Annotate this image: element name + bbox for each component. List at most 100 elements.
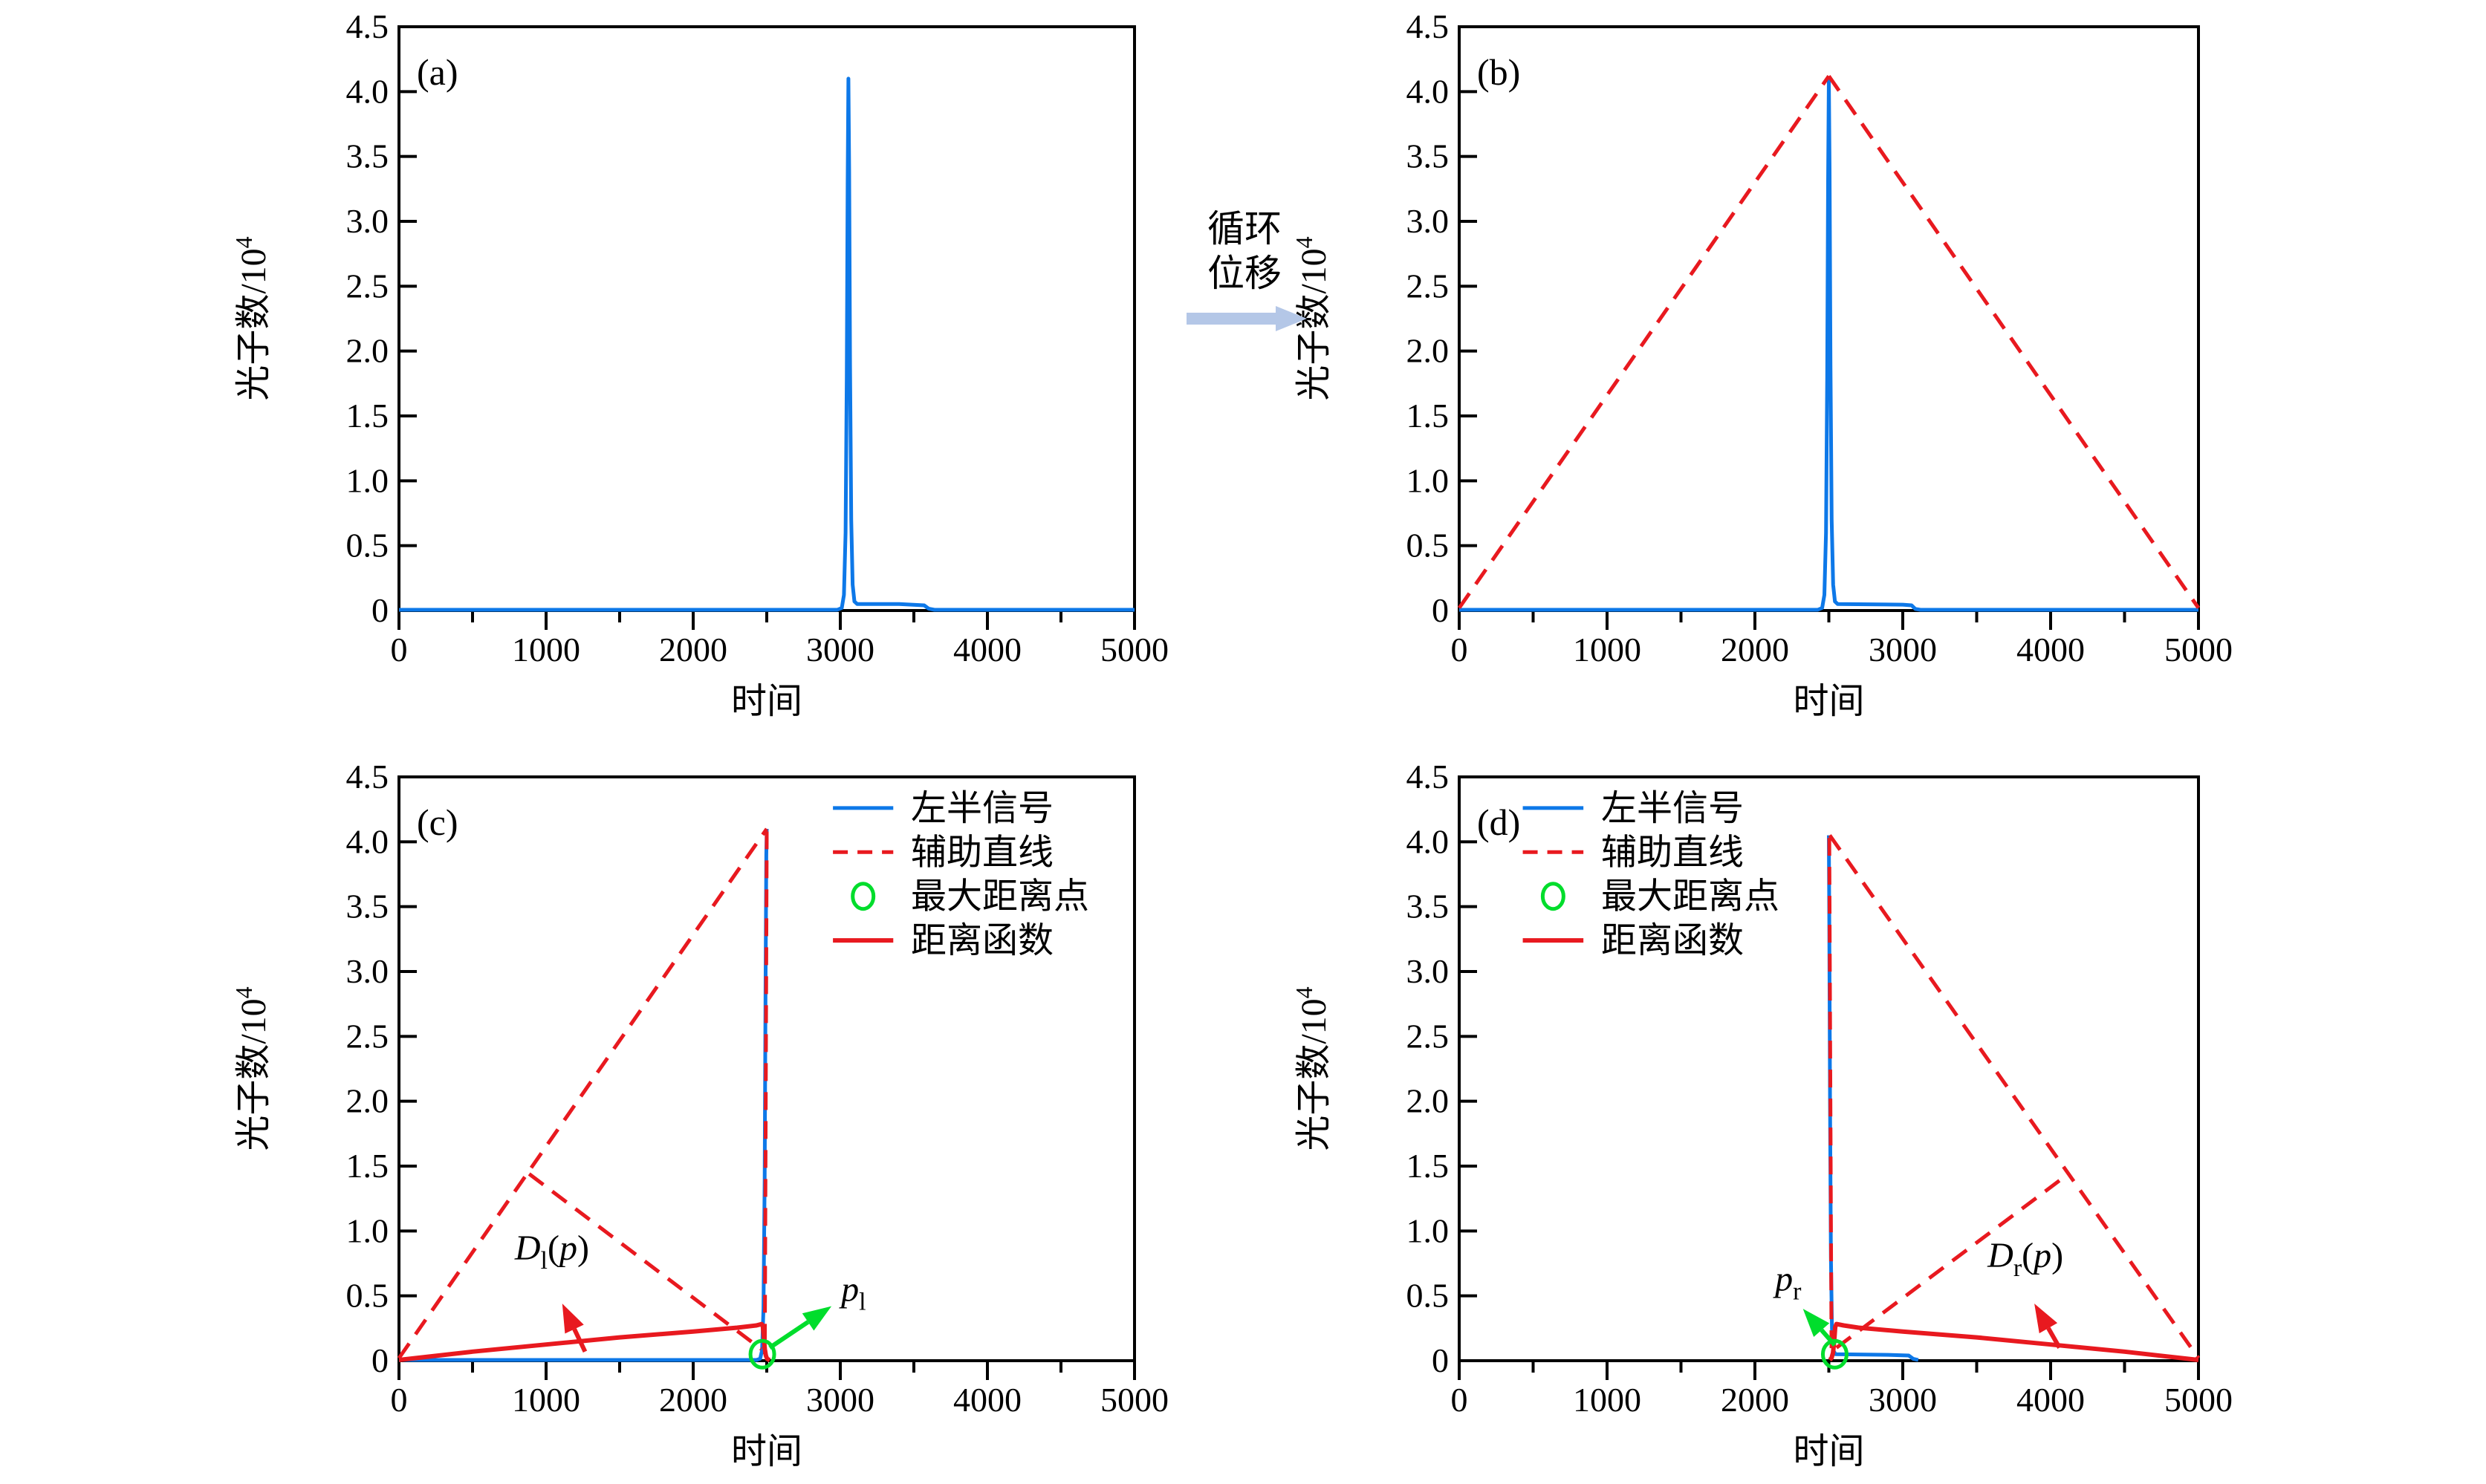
series-辅助直线 [528, 1172, 763, 1351]
series-辅助直线 [762, 831, 769, 1355]
legend-sample-green-circle-icon [1540, 882, 1565, 911]
y-tick-label: 4.0 [1406, 72, 1450, 110]
math-annotation: pr [1773, 1260, 1802, 1306]
x-tick-label: 5000 [1100, 1381, 1169, 1419]
y-tick-label: 1.5 [1406, 1147, 1450, 1185]
y-tick-label: 1.0 [1406, 1211, 1450, 1249]
y-tick-label: 0 [1432, 1341, 1449, 1379]
y-tick-label: 3.0 [346, 202, 389, 240]
red-annotation-arrow [572, 1328, 588, 1353]
y-tick-label: 2.0 [346, 332, 389, 370]
x-tick-label: 2000 [1721, 1381, 1789, 1419]
y-tick-label: 1.5 [346, 1147, 389, 1185]
series-辅助直线 [1828, 834, 2201, 1359]
legend-label: 辅助直线 [911, 833, 1054, 872]
series-信号 [399, 77, 1135, 612]
green-arrowhead-icon [802, 1306, 832, 1331]
x-tick-label: 1000 [512, 1381, 580, 1419]
right-arrow-icon [1276, 306, 1307, 331]
y-tick-label: 2.5 [346, 1017, 389, 1055]
x-tick-label: 1000 [1573, 631, 1641, 668]
y-tick-label: 1.0 [1406, 461, 1450, 499]
panel-letter: (a) [417, 51, 458, 93]
series-辅助直线 [1835, 1172, 2070, 1350]
x-tick-label: 4000 [2016, 1381, 2085, 1419]
series-辅助直线 [1827, 74, 2201, 609]
x-tick-label: 4000 [953, 1381, 1022, 1419]
panel-letter: (d) [1477, 801, 1520, 843]
x-tick-label: 5000 [1100, 631, 1169, 668]
y-tick-label: 4.5 [1406, 758, 1450, 795]
legend-label: 距离函数 [911, 921, 1054, 960]
x-tick-label: 1000 [512, 631, 580, 668]
cyclic-shift-line2: 位移 [1207, 253, 1282, 294]
y-tick-label: 1.0 [346, 461, 389, 499]
y-tick-label: 2.5 [1406, 267, 1450, 305]
x-tick-label: 5000 [2164, 1381, 2233, 1419]
legend-label: 左半信号 [911, 789, 1054, 828]
max-distance-point-marker [1820, 1338, 1849, 1370]
y-tick-label: 3.0 [346, 952, 389, 990]
panel-c: 0 1000 2000 3000 4000 5000 0 0.5 1.0 1.5 2.0 2.5 3.0… [230, 758, 1169, 1471]
green-annotation-arrow [1820, 1328, 1837, 1347]
red-annotation-arrow [2046, 1327, 2062, 1350]
y-tick-label: 3.5 [1406, 888, 1450, 925]
math-annotation: pl [839, 1270, 866, 1316]
panel-d: 0 1000 2000 3000 4000 5000 0 0.5 1.0 1.5 2.0 2.5 3.0… [1291, 758, 2233, 1471]
y-tick-label: 0 [1432, 591, 1449, 629]
series-左半信号 [1827, 835, 1919, 1362]
cyclic-shift-label: 循环 位移 [1148, 206, 1341, 296]
y-tick-label: 4.5 [1406, 7, 1450, 45]
y-tick-label: 3.5 [346, 137, 389, 175]
y-tick-label: 0.5 [346, 527, 389, 564]
y-tick-label: 0 [371, 591, 389, 629]
x-axis-label: 时间 [1793, 682, 1864, 721]
x-tick-label: 4000 [2016, 631, 2085, 668]
legend-label: 距离函数 [1601, 921, 1744, 960]
y-tick-label: 2.0 [1406, 332, 1450, 370]
green-annotation-arrow [768, 1320, 810, 1350]
x-axis-label: 时间 [731, 1432, 802, 1471]
green-arrowhead-icon [1802, 1309, 1830, 1337]
y-tick-label: 3.0 [1406, 202, 1450, 240]
y-tick-label: 1.5 [346, 397, 389, 435]
red-arrowhead-icon [562, 1304, 584, 1334]
panel-letter: (c) [417, 801, 458, 843]
y-tick-label: 0.5 [1406, 1277, 1450, 1315]
y-tick-label: 4.5 [346, 758, 389, 795]
x-tick-label: 5000 [2164, 631, 2233, 668]
y-tick-label: 3.5 [346, 888, 389, 925]
y-tick-label: 2.0 [346, 1082, 389, 1120]
series-距离函数 [398, 1321, 771, 1362]
x-tick-label: 3000 [806, 1381, 874, 1419]
y-tick-label: 3.0 [1406, 952, 1450, 990]
y-tick-label: 2.0 [1406, 1082, 1450, 1120]
y-tick-label: 4.0 [346, 72, 389, 110]
x-tick-label: 0 [1451, 1381, 1468, 1419]
x-tick-label: 4000 [953, 631, 1022, 668]
x-tick-label: 3000 [1869, 1381, 1937, 1419]
axes-frame [397, 25, 1136, 612]
x-tick-label: 0 [391, 1381, 408, 1419]
series-辅助直线 [397, 827, 769, 1359]
y-tick-label: 2.5 [346, 267, 389, 305]
legend-label: 最大距离点 [1601, 877, 1779, 917]
panel-letter: (b) [1477, 51, 1520, 93]
legend-label: 最大距离点 [911, 877, 1089, 917]
y-tick-label: 3.5 [1406, 137, 1450, 175]
legend-label: 左半信号 [1601, 789, 1744, 828]
x-tick-label: 3000 [806, 631, 874, 668]
x-axis-label: 时间 [1793, 1432, 1864, 1471]
x-axis-label: 时间 [731, 682, 802, 721]
y-tick-label: 4.0 [346, 822, 389, 860]
x-tick-label: 2000 [1721, 631, 1789, 668]
y-tick-label: 1.0 [346, 1211, 389, 1249]
legend-sample-green-circle-icon [851, 882, 876, 911]
x-tick-label: 3000 [1869, 631, 1937, 668]
legend-label: 辅助直线 [1601, 833, 1744, 872]
y-axis-label: 光子数/104 [230, 236, 273, 400]
series-辅助直线 [1457, 74, 1831, 609]
y-axis-label: 光子数/104 [230, 986, 273, 1151]
